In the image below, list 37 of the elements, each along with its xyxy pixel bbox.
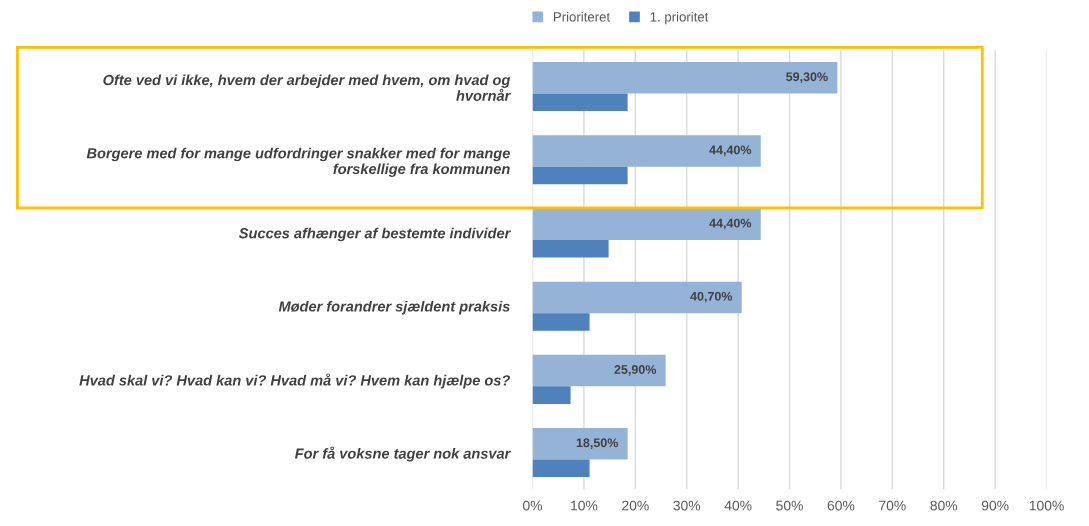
bar [532,354,666,387]
bar [532,313,590,331]
bar [532,166,628,185]
y-tick-label: Hvad skal vi? Hvad kan vi? Hvad må vi? Hvem kan hjælpe os? [79,373,511,389]
data-label: 18,50% [576,438,619,449]
x-tick-label: 60% [827,500,855,511]
x-tick-label: 90% [981,500,1009,511]
x-tick-label: 10% [571,500,598,511]
x-tick-label: 80% [930,500,958,511]
data-label: 59,30% [786,72,828,83]
bar [532,208,761,240]
x-tick-label: 30% [673,500,701,511]
bar [532,239,609,258]
x-tick-label: 50% [776,500,803,511]
x-tick-label: 100% [1029,500,1064,511]
y-tick-label: Ofte ved vi ikke, hvem der arbejder med hvem, om hvad og hvornår [103,74,511,101]
data-label: 40,70% [690,291,733,303]
x-tick-label: 0% [523,500,543,511]
y-tick-label: For få voksne tager nok ansvar [294,446,511,462]
bar [532,62,838,94]
x-tick-label: 20% [622,500,649,511]
bar [532,93,628,112]
y-tick-label: Møder forandrer sjældent praksis [278,300,510,315]
legend-label: Prioriteret [553,11,610,22]
data-label: 44,40% [709,145,752,157]
bar [532,428,628,460]
bar [532,386,571,404]
data-label: 44,40% [709,218,752,230]
bar [532,281,742,314]
x-tick-label: 70% [879,500,906,511]
y-tick-label: Succes afhænger af bestemte individer [238,227,511,242]
bar [532,135,761,167]
bar [532,459,590,478]
x-tick-label: 40% [724,500,752,511]
y-tick-label: Borgere med for mange udfordringer snakker med for mange forskellige fra kommunen [86,147,510,177]
data-label: 25,90% [614,365,657,376]
legend-label: 1. prioritet [650,11,709,25]
